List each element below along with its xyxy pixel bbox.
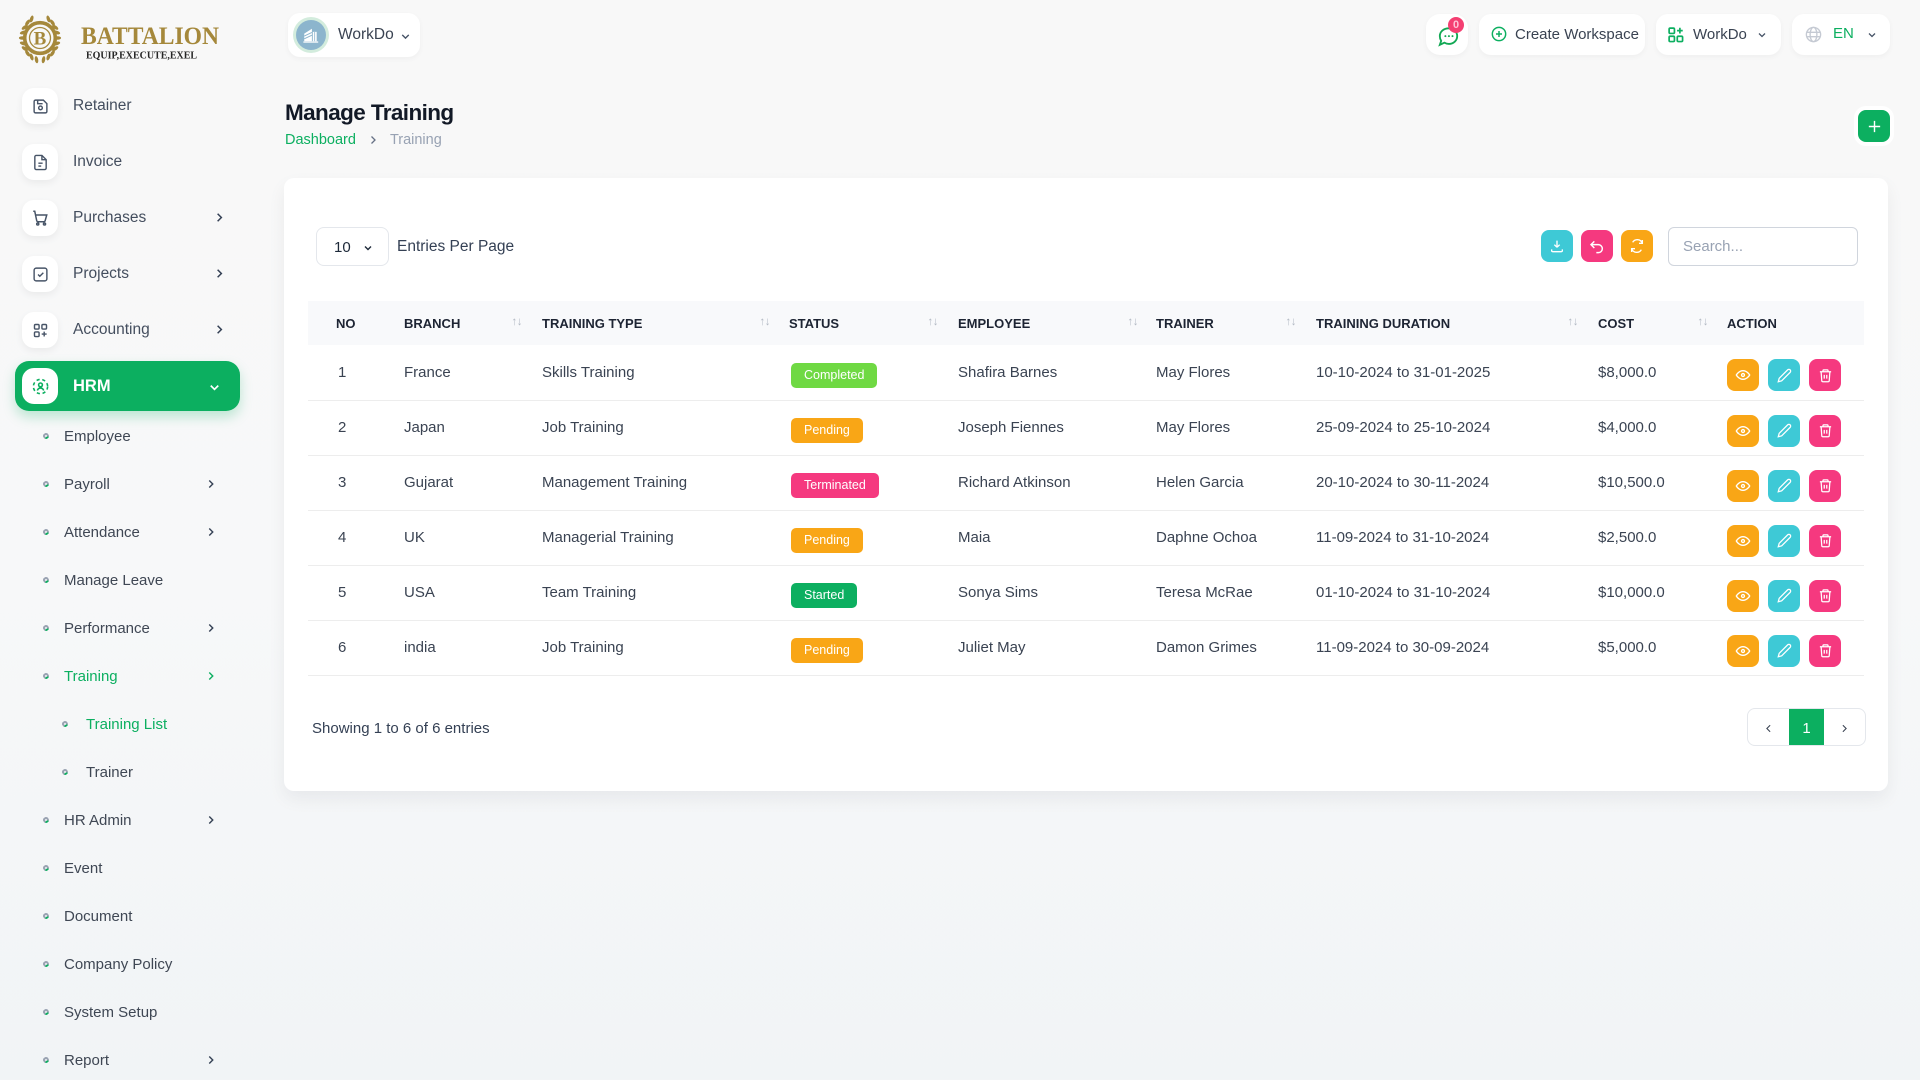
svg-text:EQUIP,EXECUTE,EXEL: EQUIP,EXECUTE,EXEL (86, 50, 197, 62)
svg-text:BATTALION: BATTALION (81, 23, 219, 50)
svg-text:B: B (34, 29, 47, 50)
